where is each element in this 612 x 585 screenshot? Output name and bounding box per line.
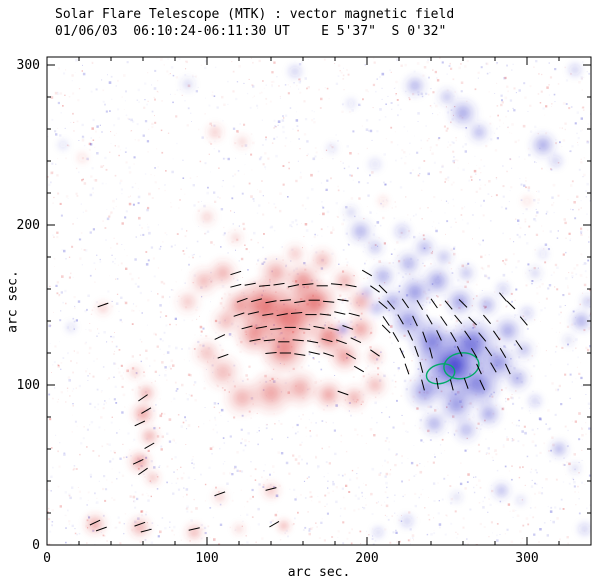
y-tick-label: 0 [32,538,40,553]
axis-ticks [46,57,592,546]
y-axis-label: arc sec. [5,270,21,333]
field-contour [443,352,480,380]
field-blobs [56,61,591,542]
plot-subtitle: 01/06/03 06:10:24-06:11:30 UT E 5'37" S … [55,24,447,39]
plot-frame [46,56,592,546]
plot-title: Solar Flare Telescope (MTK) : vector mag… [55,7,455,22]
x-tick-label: 0 [43,551,51,566]
x-tick-label: 100 [195,551,218,566]
y-tick-label: 200 [17,218,40,233]
y-tick-label: 300 [17,58,40,73]
field-contour [425,363,456,385]
y-tick-label: 100 [17,378,40,393]
plot-area [47,57,591,545]
x-tick-label: 200 [355,551,378,566]
vector-field [89,269,528,533]
x-tick-label: 300 [515,551,538,566]
x-axis-label: arc sec. [287,565,351,580]
